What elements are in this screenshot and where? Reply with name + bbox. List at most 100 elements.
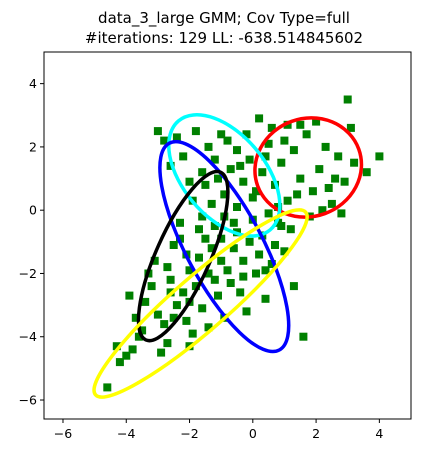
data-point <box>271 241 279 249</box>
data-point <box>236 161 245 170</box>
gaussian-component-ellipse <box>158 139 291 354</box>
x-tick-label: −6 <box>54 426 72 441</box>
data-point <box>267 123 276 132</box>
data-point <box>337 209 346 218</box>
data-point <box>239 272 248 281</box>
data-point <box>321 142 330 151</box>
data-point <box>195 253 203 262</box>
data-point <box>229 218 238 227</box>
data-point <box>160 136 169 145</box>
data-point <box>245 237 254 246</box>
data-point <box>277 222 286 230</box>
data-point <box>204 142 213 151</box>
gaussian-component-ellipse <box>92 208 309 399</box>
data-point <box>255 250 264 259</box>
y-tick-label: 4 <box>29 76 37 91</box>
data-point <box>324 184 333 192</box>
data-point <box>331 174 340 183</box>
data-point <box>299 332 308 341</box>
data-point <box>191 282 200 291</box>
data-point <box>277 158 286 167</box>
data-point <box>223 266 232 275</box>
data-point <box>128 345 137 354</box>
data-point <box>340 177 349 186</box>
plot-area <box>92 95 384 399</box>
data-point <box>179 152 188 161</box>
data-point <box>166 275 175 284</box>
data-point <box>327 199 336 208</box>
data-point <box>283 196 292 205</box>
data-point <box>214 291 222 300</box>
data-point <box>207 199 216 208</box>
data-point <box>198 212 207 221</box>
x-tick-label: −2 <box>180 426 198 441</box>
data-point <box>302 130 311 139</box>
data-point <box>261 152 270 161</box>
data-point <box>233 203 241 211</box>
data-point <box>191 127 200 136</box>
data-point <box>188 329 197 338</box>
y-axis: −6 −4 −2 0 2 4 <box>19 76 44 408</box>
data-point <box>153 310 162 319</box>
data-point <box>182 316 191 325</box>
data-point <box>334 152 343 161</box>
data-point <box>201 234 210 243</box>
data-point <box>315 165 324 174</box>
data-point <box>147 282 156 291</box>
data-point <box>318 206 327 215</box>
data-point <box>176 218 184 227</box>
data-point <box>220 190 229 199</box>
data-point <box>210 222 219 230</box>
data-point <box>226 279 235 287</box>
x-tick-label: 4 <box>375 426 383 441</box>
data-point <box>210 275 219 284</box>
data-point <box>185 266 194 275</box>
data-point <box>289 146 298 155</box>
x-tick-label: 2 <box>312 426 320 441</box>
data-point <box>201 180 210 189</box>
data-point <box>362 168 371 177</box>
data-point <box>195 225 203 234</box>
x-tick-label: −4 <box>117 426 135 441</box>
data-point <box>296 174 305 183</box>
data-point <box>229 244 238 253</box>
chart-title: data_3_large GMM; Cov Type=full <box>98 9 350 28</box>
data-point <box>289 282 298 291</box>
axes-frame <box>43 51 412 420</box>
data-point <box>308 187 317 196</box>
gaussian-component-ellipse <box>166 113 282 238</box>
data-point <box>245 155 254 164</box>
data-point <box>163 339 172 348</box>
data-point <box>172 301 181 310</box>
data-point <box>261 266 270 275</box>
data-point <box>280 247 289 256</box>
data-point <box>138 326 147 335</box>
data-point <box>239 256 248 265</box>
data-point <box>198 304 207 313</box>
data-point <box>214 174 222 183</box>
data-point <box>125 291 134 300</box>
data-point <box>185 177 194 186</box>
data-point <box>293 190 302 199</box>
data-point <box>204 269 213 278</box>
data-point <box>103 383 112 392</box>
data-point <box>280 136 289 145</box>
data-point <box>217 256 226 265</box>
data-point <box>207 244 216 253</box>
data-point <box>223 136 232 145</box>
gaussian-component-ellipse <box>253 116 364 219</box>
data-point <box>217 130 226 139</box>
data-point <box>252 269 260 278</box>
data-point <box>261 294 270 303</box>
data-point <box>375 152 384 161</box>
data-point <box>169 313 178 322</box>
data-point <box>112 342 121 351</box>
data-point <box>350 158 359 167</box>
data-point <box>236 288 245 297</box>
data-point <box>163 263 172 272</box>
y-tick-label: 0 <box>29 203 37 218</box>
data-point <box>267 260 276 268</box>
x-tick-label: 0 <box>249 426 257 441</box>
data-point <box>204 323 213 332</box>
